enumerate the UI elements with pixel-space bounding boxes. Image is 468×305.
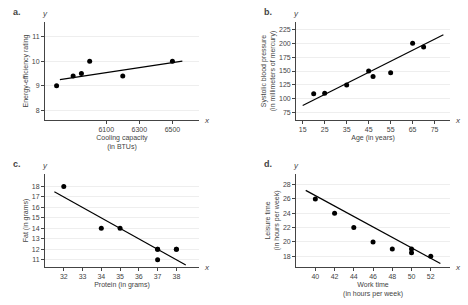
svg-text:125: 125 — [279, 81, 291, 88]
svg-text:37: 37 — [154, 273, 162, 280]
svg-text:35: 35 — [116, 273, 124, 280]
svg-text:15: 15 — [299, 126, 307, 133]
svg-text:22: 22 — [283, 224, 291, 231]
svg-text:34: 34 — [97, 273, 105, 280]
svg-text:150: 150 — [279, 67, 291, 74]
svg-text:40: 40 — [311, 273, 319, 280]
svg-text:55: 55 — [387, 126, 395, 133]
svg-text:11: 11 — [32, 256, 39, 263]
svg-text:200: 200 — [279, 40, 291, 47]
svg-text:100: 100 — [279, 95, 291, 102]
svg-text:33: 33 — [79, 273, 87, 280]
svg-text:17: 17 — [32, 193, 40, 200]
svg-text:c.: c. — [13, 159, 21, 169]
svg-text:18: 18 — [32, 183, 40, 190]
svg-text:13: 13 — [32, 235, 40, 242]
svg-text:24: 24 — [283, 210, 291, 217]
svg-text:28: 28 — [283, 181, 291, 188]
svg-text:44: 44 — [350, 273, 358, 280]
svg-text:75: 75 — [283, 109, 291, 116]
svg-text:18: 18 — [283, 253, 291, 260]
svg-text:Leisure time(in hours per week: Leisure time(in hours per week) — [264, 190, 281, 250]
svg-text:35: 35 — [343, 126, 351, 133]
svg-text:15: 15 — [32, 214, 40, 221]
svg-text:12: 12 — [32, 246, 40, 253]
svg-text:25: 25 — [321, 126, 329, 133]
svg-text:16: 16 — [32, 204, 40, 211]
svg-text:Cooling capacity(in BTUs): Cooling capacity(in BTUs) — [96, 134, 148, 151]
svg-text:32: 32 — [60, 273, 68, 280]
svg-text:11: 11 — [32, 33, 39, 40]
svg-text:9: 9 — [36, 82, 40, 89]
svg-text:8: 8 — [36, 107, 40, 114]
svg-text:x: x — [455, 263, 461, 272]
svg-text:y: y — [293, 161, 299, 170]
svg-text:75: 75 — [431, 126, 439, 133]
svg-text:36: 36 — [135, 273, 143, 280]
svg-text:Systolic blood pressure(in mil: Systolic blood pressure(in millimeters o… — [260, 31, 277, 112]
svg-text:48: 48 — [388, 273, 396, 280]
svg-text:20: 20 — [283, 238, 291, 245]
svg-text:y: y — [42, 161, 48, 170]
svg-text:6100: 6100 — [98, 126, 114, 133]
svg-text:26: 26 — [283, 195, 291, 202]
svg-text:Protein (in grams): Protein (in grams) — [94, 281, 150, 289]
svg-text:65: 65 — [409, 126, 417, 133]
svg-text:Energy-efficiency rating: Energy-efficiency rating — [22, 34, 30, 107]
svg-text:10: 10 — [32, 58, 40, 65]
svg-text:Fat (in grams): Fat (in grams) — [22, 199, 30, 243]
svg-text:6500: 6500 — [165, 126, 181, 133]
svg-text:175: 175 — [279, 54, 291, 61]
svg-text:b.: b. — [264, 7, 272, 17]
svg-text:46: 46 — [369, 273, 377, 280]
svg-text:Work time(in hours per week): Work time(in hours per week) — [343, 281, 403, 298]
svg-text:y: y — [42, 9, 48, 18]
svg-text:6300: 6300 — [132, 126, 148, 133]
svg-text:Age (in years): Age (in years) — [351, 134, 395, 142]
svg-text:14: 14 — [32, 225, 40, 232]
svg-text:52: 52 — [427, 273, 435, 280]
svg-text:45: 45 — [365, 126, 373, 133]
svg-text:d.: d. — [264, 159, 272, 169]
svg-text:225: 225 — [279, 26, 291, 33]
svg-text:x: x — [204, 263, 210, 272]
svg-text:x: x — [455, 116, 461, 125]
svg-text:y: y — [293, 9, 299, 18]
svg-text:50: 50 — [408, 273, 416, 280]
svg-text:38: 38 — [172, 273, 180, 280]
svg-text:x: x — [204, 116, 210, 125]
svg-text:a.: a. — [13, 7, 21, 17]
svg-text:42: 42 — [331, 273, 339, 280]
